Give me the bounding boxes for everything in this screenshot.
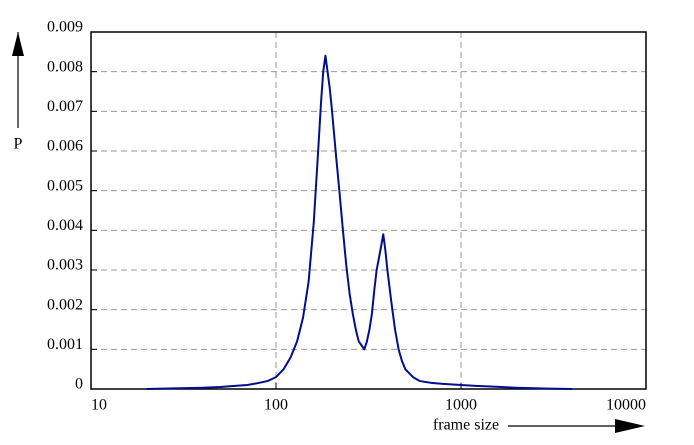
x-arrow-head bbox=[615, 419, 645, 433]
y-tick-label: 0.007 bbox=[47, 98, 83, 115]
y-arrow-head bbox=[12, 32, 24, 56]
y-tick-label: 0.003 bbox=[47, 257, 83, 274]
y-tick-label: 0.008 bbox=[47, 58, 83, 75]
y-tick-label: 0.001 bbox=[47, 336, 83, 353]
data-line bbox=[146, 54, 573, 390]
x-tick-label: 100 bbox=[264, 397, 288, 414]
x-axis-label: frame size bbox=[433, 417, 499, 434]
y-tick-label: 0.005 bbox=[47, 177, 83, 194]
y-tick-label: 0 bbox=[75, 376, 83, 393]
y-tick-label: 0.009 bbox=[47, 19, 83, 36]
x-tick-label: 10000 bbox=[606, 397, 646, 414]
x-tick-label: 1000 bbox=[445, 397, 477, 414]
x-tick-label: 10 bbox=[91, 397, 107, 414]
y-tick-label: 0.002 bbox=[47, 296, 83, 313]
y-axis-label: P bbox=[14, 136, 23, 153]
y-tick-label: 0.006 bbox=[47, 138, 83, 155]
y-tick-label: 0.004 bbox=[47, 217, 83, 234]
plot-frame bbox=[90, 31, 647, 390]
